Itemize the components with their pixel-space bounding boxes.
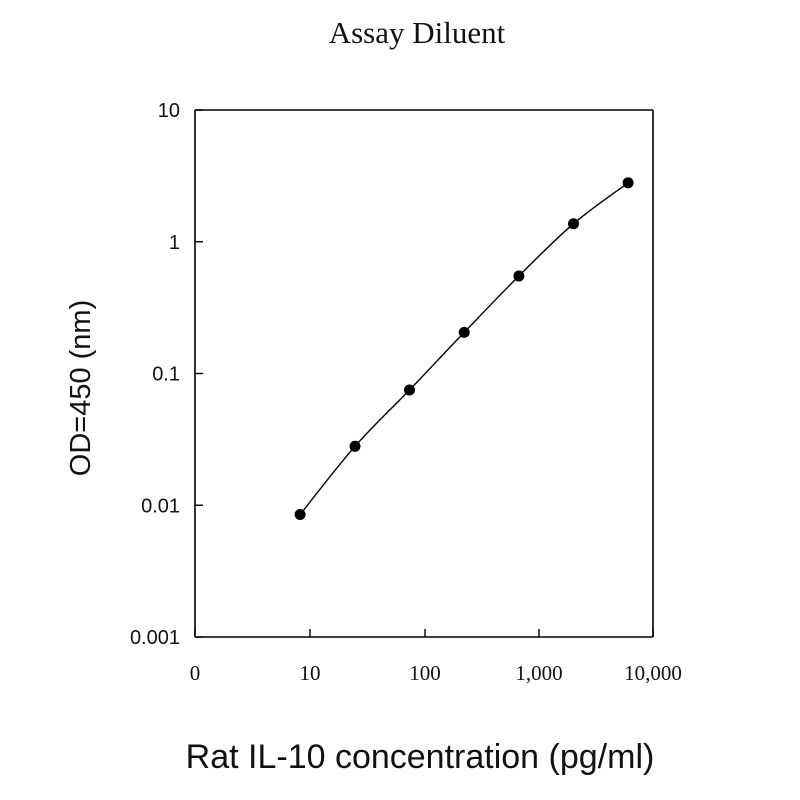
y-tick-label: 10	[158, 100, 180, 122]
x-tick-label: 100	[409, 661, 441, 685]
x-tick-label: 10	[300, 661, 321, 685]
y-ticks: 10 1 0.1 0.01 0.001	[130, 100, 203, 649]
data-point	[458, 326, 470, 338]
data-point	[294, 509, 306, 520]
y-tick-label: 0.01	[141, 495, 180, 517]
data-point	[513, 270, 525, 282]
plot-frame	[194, 109, 654, 638]
chart-title: Assay Diluent	[329, 15, 506, 50]
x-axis-label: Rat IL-10 concentration (pg/ml)	[186, 738, 655, 776]
x-tick-label: 10,000	[624, 661, 682, 685]
data-point	[568, 218, 579, 230]
data-point	[622, 177, 634, 189]
y-axis-label: OD=450 (nm)	[65, 300, 97, 476]
data-point	[404, 384, 415, 396]
y-tick-label: 1	[169, 232, 180, 254]
data-point	[349, 440, 361, 452]
data-points	[294, 177, 634, 520]
fit-curve	[299, 182, 629, 515]
x-tick-label: 0	[190, 661, 201, 685]
x-tick-label: 1,000	[515, 661, 562, 685]
y-tick-label: 0.1	[152, 364, 180, 386]
y-tick-label: 0.001	[130, 627, 180, 649]
x-ticks: 0 10 100 1,000 10,000	[190, 629, 682, 685]
